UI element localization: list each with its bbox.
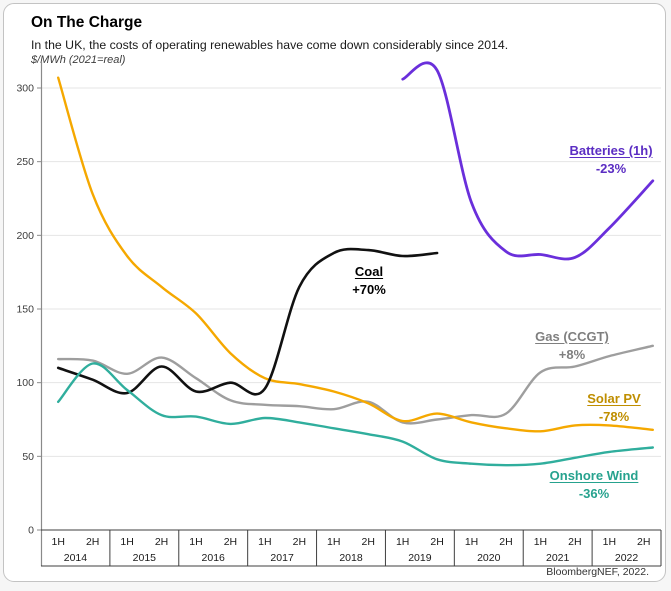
chart-subtitle: In the UK, the costs of operating renewa…	[31, 38, 509, 52]
series-line-coal	[56, 247, 439, 396]
series-label-coal: Coal +70%	[352, 263, 386, 299]
series-line-solar-pv	[57, 76, 654, 433]
series-name-onshore-wind: Onshore Wind	[549, 468, 639, 483]
series-pct-solar-pv: -78%	[598, 409, 630, 424]
series-pct-batteries-1h: -23%	[595, 161, 627, 176]
x-tick-label-1h: 1H	[189, 536, 202, 548]
series-label-batteries-1h: Batteries (1h) -23%	[569, 142, 652, 178]
x-year-label: 2014	[64, 552, 88, 564]
series-name-solar-pv: Solar PV	[587, 391, 641, 406]
series-line-onshore-wind	[57, 362, 654, 467]
x-tick-label-1h: 1H	[52, 536, 65, 548]
y-tick-label: 100	[16, 377, 34, 389]
series-pct-coal: +70%	[352, 282, 386, 297]
x-tick-label-1h: 1H	[534, 536, 547, 548]
x-tick-label-1h: 1H	[396, 536, 409, 548]
x-tick-label-2h: 2H	[155, 536, 168, 548]
y-axis-unit-label: $/MWh (2021=real)	[31, 54, 126, 66]
chart-title: On The Charge	[31, 14, 143, 31]
y-tick-label: 150	[16, 304, 34, 316]
y-tick-label: 200	[16, 230, 34, 242]
x-year-label: 2019	[408, 552, 432, 564]
series-lines	[56, 61, 655, 467]
x-tick-label-1h: 1H	[465, 536, 478, 548]
x-year-label: 2017	[270, 552, 294, 564]
x-year-label: 2018	[339, 552, 363, 564]
series-pct-gas-ccgt: +8%	[558, 347, 586, 362]
y-tick-label: 300	[16, 83, 34, 95]
chart-card: On The Charge In the UK, the costs of op…	[3, 3, 666, 582]
x-year-label: 2020	[477, 552, 501, 564]
x-tick-label-2h: 2H	[293, 536, 306, 548]
x-year-label: 2021	[546, 552, 570, 564]
y-axis: 0 50 100 150 200 250 300	[16, 62, 43, 566]
series-label-solar-pv: Solar PV -78%	[587, 390, 640, 426]
y-tick-label: 0	[28, 525, 34, 537]
y-tick-label: 50	[22, 451, 34, 463]
x-tick-label-1h: 1H	[327, 536, 340, 548]
series-line-gas-ccgt	[57, 344, 654, 425]
x-tick-label-1h: 1H	[603, 536, 616, 548]
x-year-label: 2015	[133, 552, 157, 564]
series-name-gas-ccgt: Gas (CCGT)	[535, 329, 609, 344]
series-label-onshore-wind: Onshore Wind -36%	[550, 467, 639, 503]
series-name-coal: Coal	[354, 264, 384, 279]
x-tick-label-2h: 2H	[568, 536, 581, 548]
series-pct-onshore-wind: -36%	[578, 486, 610, 501]
series-name-batteries-1h: Batteries (1h)	[569, 143, 653, 158]
x-year-label: 2022	[615, 552, 639, 564]
x-tick-label-2h: 2H	[499, 536, 512, 548]
series-line-batteries-1h	[401, 61, 655, 261]
y-tick-label: 250	[16, 156, 34, 168]
x-tick-label-2h: 2H	[430, 536, 443, 548]
x-year-label: 2016	[202, 552, 226, 564]
series-label-gas-ccgt: Gas (CCGT) +8%	[535, 328, 609, 364]
x-tick-label-2h: 2H	[86, 536, 99, 548]
gridlines	[42, 87, 661, 457]
x-tick-label-1h: 1H	[120, 536, 133, 548]
x-tick-label-2h: 2H	[637, 536, 650, 548]
x-tick-label-2h: 2H	[224, 536, 237, 548]
source-credit: BloombergNEF, 2022.	[546, 566, 649, 578]
x-tick-label-2h: 2H	[362, 536, 375, 548]
x-tick-label-1h: 1H	[258, 536, 271, 548]
